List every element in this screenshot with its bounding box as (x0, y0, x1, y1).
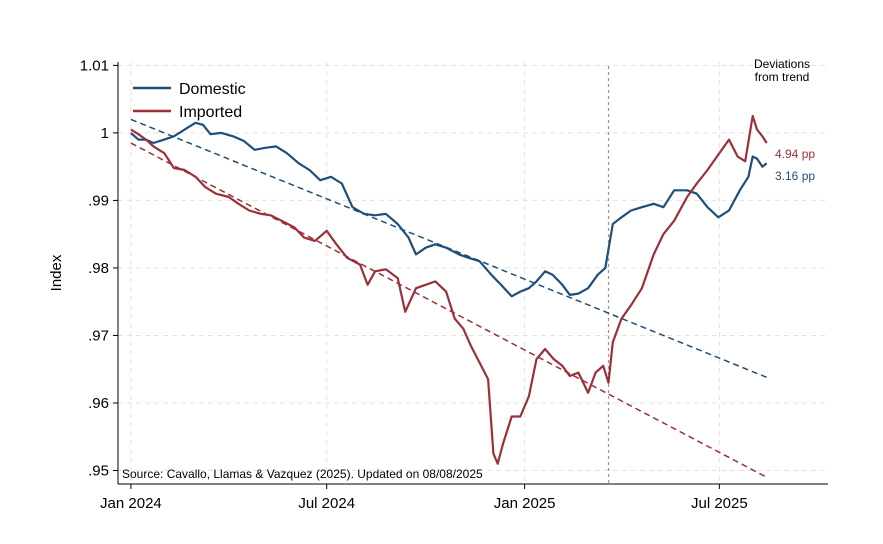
imported-deviation-label: 4.94 pp (775, 147, 815, 161)
deviation-title-line1: Deviations (754, 57, 810, 71)
x-tick-label: Jan 2024 (100, 495, 162, 512)
legend-label-imported: Imported (179, 104, 242, 121)
series-line-imported (130, 114, 768, 465)
y-tick-label: .95 (88, 462, 109, 479)
y-tick-label: .98 (88, 260, 109, 277)
y-tick-label: .97 (88, 327, 109, 344)
y-tick-label: .96 (88, 395, 109, 412)
legend-label-domestic: Domestic (179, 81, 246, 98)
y-tick-label: 1.01 (80, 57, 109, 74)
x-tick-label: Jul 2025 (691, 495, 748, 512)
y-ticks: 1.01 1 .99 .98 .97 .96 .95 (80, 57, 118, 479)
source-note: Source: Cavallo, Llamas & Vazquez (2025)… (122, 467, 483, 481)
domestic-deviation-label: 3.16 pp (775, 169, 815, 183)
y-axis-title: Index (48, 254, 65, 291)
y-tick-label: 1 (101, 125, 109, 142)
x-tick-label: Jan 2025 (494, 495, 556, 512)
x-ticks: Jan 2024 Jul 2024 Jan 2025 Jul 2025 (100, 484, 748, 512)
axes (117, 62, 828, 485)
series-line-domestic (130, 121, 768, 298)
series-lines (130, 114, 768, 465)
deviation-title-line2: from trend (755, 70, 810, 84)
legend: Domestic Imported (133, 81, 246, 121)
x-tick-label: Jul 2024 (298, 495, 355, 512)
deviation-annotations: Deviations from trend 4.94 pp 3.16 pp (754, 57, 815, 183)
y-tick-label: .99 (88, 192, 109, 209)
grid-lines (118, 62, 828, 484)
